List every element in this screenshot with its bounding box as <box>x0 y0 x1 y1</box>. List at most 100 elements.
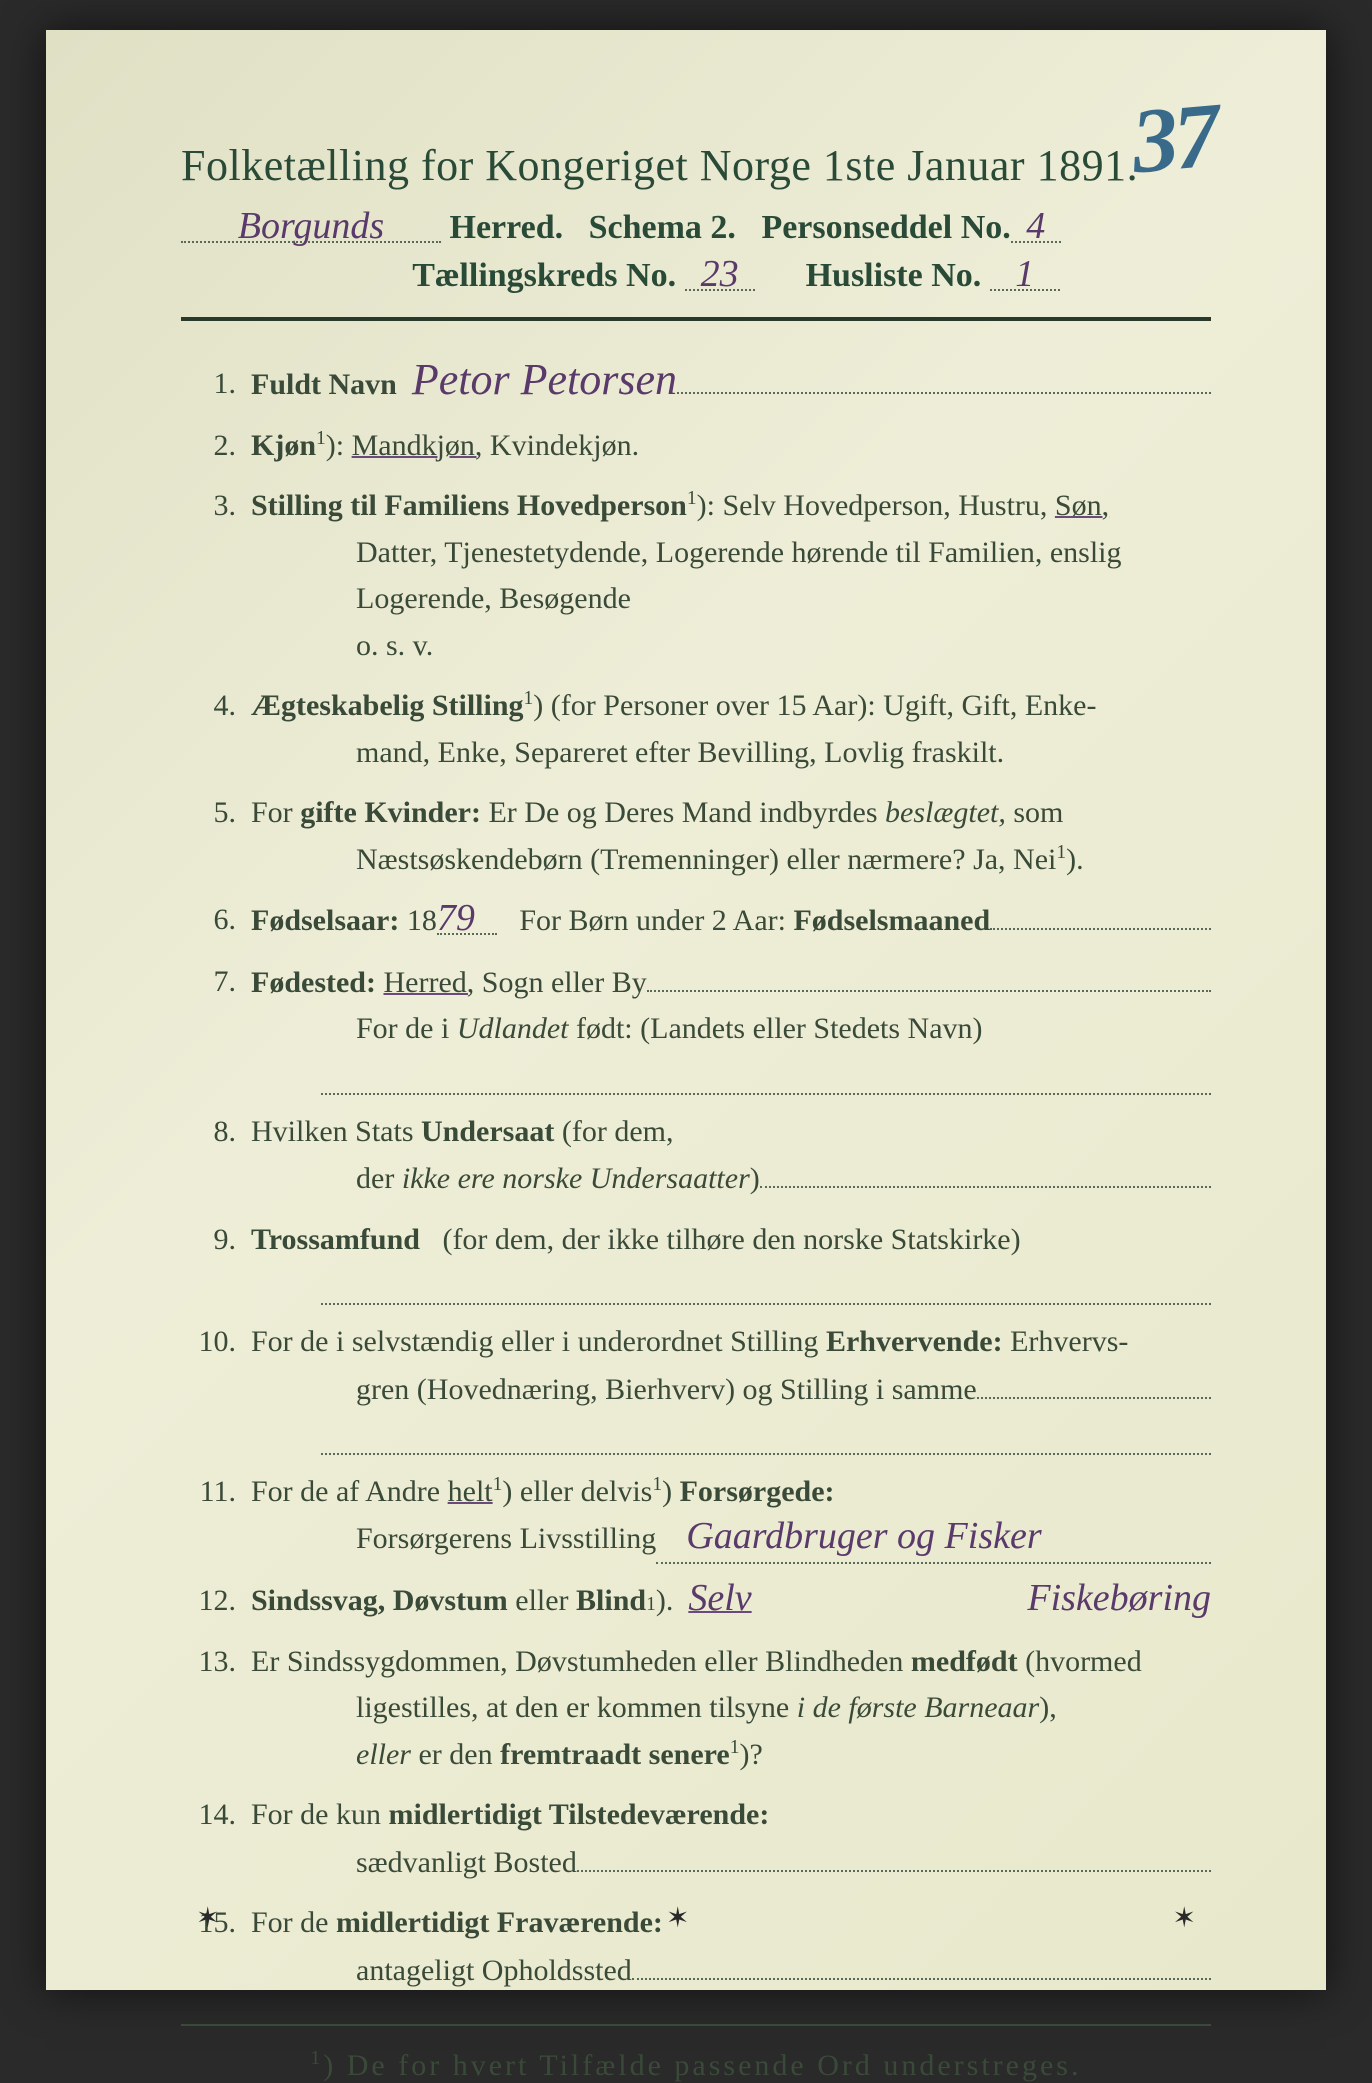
q11-line2: Forsørgerens Livsstilling <box>356 1516 656 1563</box>
kreds-label: Tællingskreds No. <box>412 257 676 294</box>
q12: Sindssvag, Døvstum eller Blind1). Selv F… <box>181 1578 1211 1625</box>
q14-label: midlertidigt Tilstedeværende: <box>389 1798 770 1831</box>
q3-line4: o. s. v. <box>251 623 1211 670</box>
footnote-rule <box>181 2024 1211 2026</box>
q3-label: Stilling til Familiens Hovedperson <box>251 489 687 522</box>
q10: For de i selvstændig eller i underordnet… <box>181 1319 1211 1455</box>
q13-senere: fremtraadt senere <box>500 1738 730 1771</box>
q15: For de midlertidigt Fraværende: antageli… <box>181 1900 1211 1994</box>
q3-line2: Datter, Tjenestetydende, Logerende høren… <box>251 530 1211 577</box>
q12-eller: eller <box>515 1578 568 1625</box>
husliste-label: Husliste No. <box>806 257 982 294</box>
herred-label: Herred. <box>450 209 564 247</box>
q12-hw2: Fiskebøring <box>1027 1583 1211 1613</box>
q4-label: Ægteskabelig Stilling <box>251 689 524 722</box>
question-list: Fuldt Navn Petor Petorsen Kjøn1): Mandkj… <box>181 361 1211 1994</box>
q11-text-a: For de af Andre <box>251 1475 440 1508</box>
q4: Ægteskabelig Stilling1) (for Personer ov… <box>181 683 1211 776</box>
q13-medfodt: medfødt <box>911 1645 1018 1678</box>
q8-text-b: (for dem, <box>562 1115 674 1148</box>
herred-name-handwritten: Borgunds <box>181 211 441 243</box>
q12-blind: Blind <box>576 1578 646 1625</box>
page-title: Folketælling for Kongeriget Norge 1ste J… <box>181 140 1211 191</box>
q7-line2a: For de i <box>356 1012 449 1045</box>
q6: Fødselsaar: 1879 For Børn under 2 Aar: F… <box>181 897 1211 945</box>
q13-line2b: i de første Barneaar <box>797 1691 1039 1724</box>
footnote-text: De for hvert Tilfælde passende Ord under… <box>347 2049 1082 2082</box>
personseddel-label: Personseddel No. <box>761 209 1010 247</box>
q5-for: For <box>251 796 293 829</box>
q5-beslagtet: beslægtet, <box>885 796 1006 829</box>
q6-text2: For Børn under 2 Aar: <box>519 898 786 945</box>
q6-label2: Fødselsmaaned <box>793 898 990 945</box>
q4-text: (for Personer over 15 Aar): Ugift, Gift,… <box>551 689 1097 722</box>
tick-mark: ✶ <box>666 1901 689 1935</box>
q6-year-handwritten: 79 <box>437 903 497 935</box>
q13-text-b: (hvormed <box>1025 1645 1142 1678</box>
q2-opt-kvindekjon: Kvindekjøn. <box>490 429 639 462</box>
q2-opt-mandkjon: Mandkjøn, <box>352 429 483 462</box>
q8-line2-ital: ikke ere norske Undersaatter <box>402 1156 750 1203</box>
q6-prefix: 18 <box>407 898 437 945</box>
q10-label: Erhvervende: <box>826 1325 1003 1358</box>
q3: Stilling til Familiens Hovedperson1): Se… <box>181 483 1211 669</box>
q5-text: Er De og Deres Mand indbyrdes <box>488 796 877 829</box>
q3-son: Søn, <box>1055 489 1109 522</box>
q15-label: midlertidigt Fraværende: <box>336 1906 663 1939</box>
footnote-marker: 1 <box>311 2048 324 2069</box>
q11: For de af Andre helt1) eller delvis1) Fo… <box>181 1469 1211 1564</box>
footnote: 1) De for hvert Tilfælde passende Ord un… <box>181 2048 1211 2083</box>
q9-label: Trossamfund <box>251 1223 420 1256</box>
q10-text-b: Erhvervs- <box>1010 1325 1128 1358</box>
q11-livsstilling-handwritten: Gaardbruger og Fisker <box>656 1521 1041 1551</box>
q1: Fuldt Navn Petor Petorsen <box>181 361 1211 409</box>
q13-line3b: er den <box>418 1738 492 1771</box>
census-form-page: 37 Folketælling for Kongeriget Norge 1st… <box>46 30 1326 1990</box>
q1-name-handwritten: Petor Petorsen <box>412 362 677 397</box>
header-line-3: Tællingskreds No. 23 Husliste No. 1 <box>181 257 1211 295</box>
q11-helt: helt <box>448 1475 493 1508</box>
q2: Kjøn1): Mandkjøn, Kvindekjøn. <box>181 423 1211 470</box>
q10-text-a: For de i selvstændig eller i underordnet… <box>251 1325 818 1358</box>
header-rule <box>181 317 1211 321</box>
q8-line2: der <box>356 1156 394 1203</box>
q10-line2: gren (Hovednæring, Bierhverv) og Stillin… <box>356 1367 977 1414</box>
q11-label: Forsørgede: <box>680 1475 835 1508</box>
q8: Hvilken Stats Undersaat (for dem, der ik… <box>181 1109 1211 1203</box>
q5-som: som <box>1013 796 1063 829</box>
q11-text-b: eller delvis <box>520 1475 652 1508</box>
q7: Fødested: Herred, Sogn eller By For de i… <box>181 959 1211 1095</box>
q4-line2: mand, Enke, Separeret efter Bevilling, L… <box>251 730 1211 777</box>
q15-line2: antageligt Opholdssted <box>356 1948 632 1995</box>
corner-number-handwritten: 37 <box>1128 82 1221 195</box>
q14-text-a: For de kun <box>251 1798 381 1831</box>
tick-mark: ✶ <box>196 1901 219 1935</box>
header-line-2: Borgunds Herred. Schema 2. Personseddel … <box>181 209 1211 247</box>
q5-label: gifte Kvinder: <box>300 796 481 829</box>
q8-label: Undersaat <box>421 1115 554 1148</box>
schema-label: Schema 2. <box>589 209 736 247</box>
q13-text-a: Er Sindssygdommen, Døvstumheden eller Bl… <box>251 1645 903 1678</box>
kreds-no-handwritten: 23 <box>685 259 755 291</box>
q9: Trossamfund (for dem, der ikke tilhøre d… <box>181 1217 1211 1306</box>
q1-label: Fuldt Navn <box>251 362 397 409</box>
q5-line2: Næstsøskendebørn (Tremenninger) eller næ… <box>356 843 1056 876</box>
q14-line2: sædvanligt Bosted <box>356 1840 577 1887</box>
q8-text-a: Hvilken Stats <box>251 1115 414 1148</box>
q13: Er Sindssygdommen, Døvstumheden eller Bl… <box>181 1639 1211 1779</box>
q3-line3: Logerende, Besøgende <box>251 576 1211 623</box>
q6-label: Fødselsaar: <box>251 898 399 945</box>
q7-herred: Herred, <box>383 960 474 1007</box>
q7-text: Sogn eller By <box>482 960 647 1007</box>
personseddel-no-handwritten: 4 <box>1011 211 1061 243</box>
q7-line2c: født: (Landets eller Stedets Navn) <box>576 1012 983 1045</box>
q7-udlandet: Udlandet <box>457 1012 569 1045</box>
q13-eller: eller <box>356 1738 411 1771</box>
q7-label: Fødested: <box>251 960 376 1007</box>
q12-label: Sindssvag, Døvstum <box>251 1578 508 1625</box>
tick-mark: ✶ <box>1173 1901 1196 1935</box>
q9-text: (for dem, der ikke tilhøre den norske St… <box>442 1223 1020 1256</box>
q15-text-a: For de <box>251 1906 329 1939</box>
q2-label: Kjøn <box>251 429 316 462</box>
q13-line2a: ligestilles, at den er kommen tilsyne <box>356 1691 789 1724</box>
